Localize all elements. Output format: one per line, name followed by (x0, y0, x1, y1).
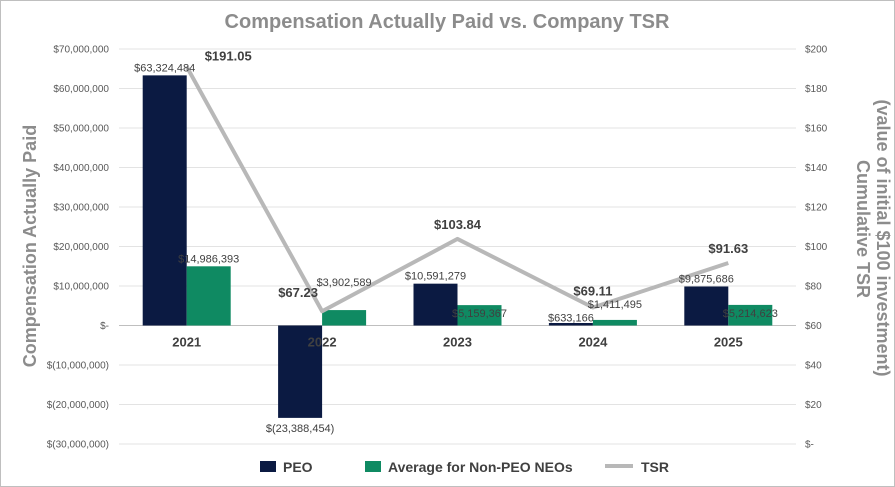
neo-value-label: $1,411,495 (588, 299, 642, 311)
y2-tick-label: $200 (805, 45, 828, 56)
y-tick-label: $70,000,000 (53, 45, 109, 56)
y-tick-label: $(30,000,000) (47, 440, 109, 451)
tsr-value-label: $103.84 (434, 217, 482, 232)
x-tick-label: 2024 (578, 335, 608, 350)
neo-value-label: $5,214,623 (723, 308, 778, 320)
legend-label-peo: PEO (283, 459, 313, 475)
neo-value-label: $14,986,393 (178, 253, 239, 265)
y2-tick-label: $120 (805, 203, 828, 214)
peo-value-label: $9,875,686 (679, 273, 734, 285)
y-tick-label: $50,000,000 (53, 124, 109, 135)
legend-swatch-neo (365, 461, 381, 472)
y2-tick-label: $140 (805, 163, 828, 174)
y-tick-label: $30,000,000 (53, 203, 109, 214)
x-tick-label: 2021 (172, 335, 201, 350)
peo-value-label: $63,324,484 (134, 62, 195, 74)
neo-bar-2022 (322, 310, 367, 326)
y-tick-label: $(10,000,000) (47, 361, 109, 372)
axis-ticks: $70,000,000 $60,000,000 $50,000,000 $40,000… (47, 45, 828, 451)
y-tick-label: $- (100, 321, 109, 332)
y2-tick-label: $20 (805, 400, 822, 411)
peo-bar-2024 (548, 322, 593, 326)
y2-tick-label: $160 (805, 124, 828, 135)
peo-value-label: $633,166 (548, 313, 594, 325)
y2-tick-label: $- (805, 440, 814, 451)
peo-bar-2022 (278, 325, 323, 418)
x-tick-label: 2022 (308, 335, 337, 350)
y-axis-title: Compensation Actually Paid (20, 125, 40, 367)
legend-label-neo: Average for Non-PEO NEOs (388, 459, 573, 475)
neo-bar-2021 (186, 266, 231, 326)
peo-bar-2023 (413, 283, 458, 326)
tsr-value-label: $69.11 (573, 284, 612, 299)
y-tick-label: $20,000,000 (53, 242, 109, 253)
y-tick-label: $(20,000,000) (47, 400, 109, 411)
peo-bar-2021 (142, 75, 187, 326)
neo-bar-2023 (457, 305, 502, 326)
peo-value-label: $10,591,279 (405, 271, 466, 283)
peo-value-label: $(23,388,454) (266, 423, 335, 435)
y-tick-label: $40,000,000 (53, 163, 109, 174)
neo-bar-2025 (728, 304, 773, 326)
x-tick-label: 2023 (443, 335, 472, 350)
data-labels: $63,324,484 $(23,388,454) $10,591,279 $633,… (134, 49, 778, 435)
y-tick-label: $10,000,000 (53, 282, 109, 293)
tsr-value-label: $191.05 (205, 49, 252, 64)
neo-value-label: $3,902,589 (317, 277, 372, 289)
y2-tick-label: $60 (805, 321, 822, 332)
tsr-value-label: $67.23 (278, 285, 318, 300)
y-tick-label: $60,000,000 (53, 84, 109, 95)
peo-bar-2025 (684, 286, 729, 326)
tsr-line-layer (184, 65, 729, 314)
neo-bar-2024 (592, 319, 637, 326)
y2-tick-label: $180 (805, 84, 828, 95)
legend-label-tsr: TSR (641, 459, 669, 475)
tsr-value-label: $91.63 (708, 241, 748, 256)
y2-axis-title-line1: Cumulative TSR (853, 160, 873, 298)
gridlines (119, 48, 796, 445)
tsr-line (184, 65, 729, 314)
y2-axis-title-line2: (value of initial $100 investment) (873, 99, 893, 376)
x-tick-label: 2025 (714, 335, 743, 350)
legend-swatch-peo (260, 461, 276, 472)
neo-value-label: $5,159,367 (452, 308, 507, 320)
y2-tick-label: $100 (805, 242, 828, 253)
bars (142, 75, 773, 418)
y2-tick-label: $80 (805, 282, 822, 293)
chart-title: Compensation Actually Paid vs. Company T… (225, 11, 670, 33)
y2-tick-label: $40 (805, 361, 822, 372)
legend: PEO Average for Non-PEO NEOs TSR (260, 459, 669, 475)
